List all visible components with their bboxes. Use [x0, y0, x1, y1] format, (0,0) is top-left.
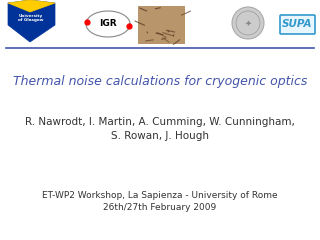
Text: IGR: IGR [99, 18, 117, 28]
Text: 26th/27th February 2009: 26th/27th February 2009 [103, 204, 217, 212]
Circle shape [232, 7, 264, 39]
Text: University
of Glasgow: University of Glasgow [18, 14, 44, 22]
Text: ✦: ✦ [244, 18, 252, 28]
Text: SUPA: SUPA [282, 19, 312, 29]
Polygon shape [8, 0, 55, 42]
Text: ET-WP2 Workshop, La Sapienza - University of Rome: ET-WP2 Workshop, La Sapienza - Universit… [42, 192, 278, 200]
Text: Thermal noise calculations for cryogenic optics: Thermal noise calculations for cryogenic… [13, 76, 307, 89]
FancyBboxPatch shape [280, 15, 315, 34]
Polygon shape [8, 0, 55, 12]
Text: R. Nawrodt, I. Martin, A. Cumming, W. Cunningham,: R. Nawrodt, I. Martin, A. Cumming, W. Cu… [25, 117, 295, 127]
Text: S. Rowan, J. Hough: S. Rowan, J. Hough [111, 131, 209, 141]
Bar [138, 6, 185, 44]
